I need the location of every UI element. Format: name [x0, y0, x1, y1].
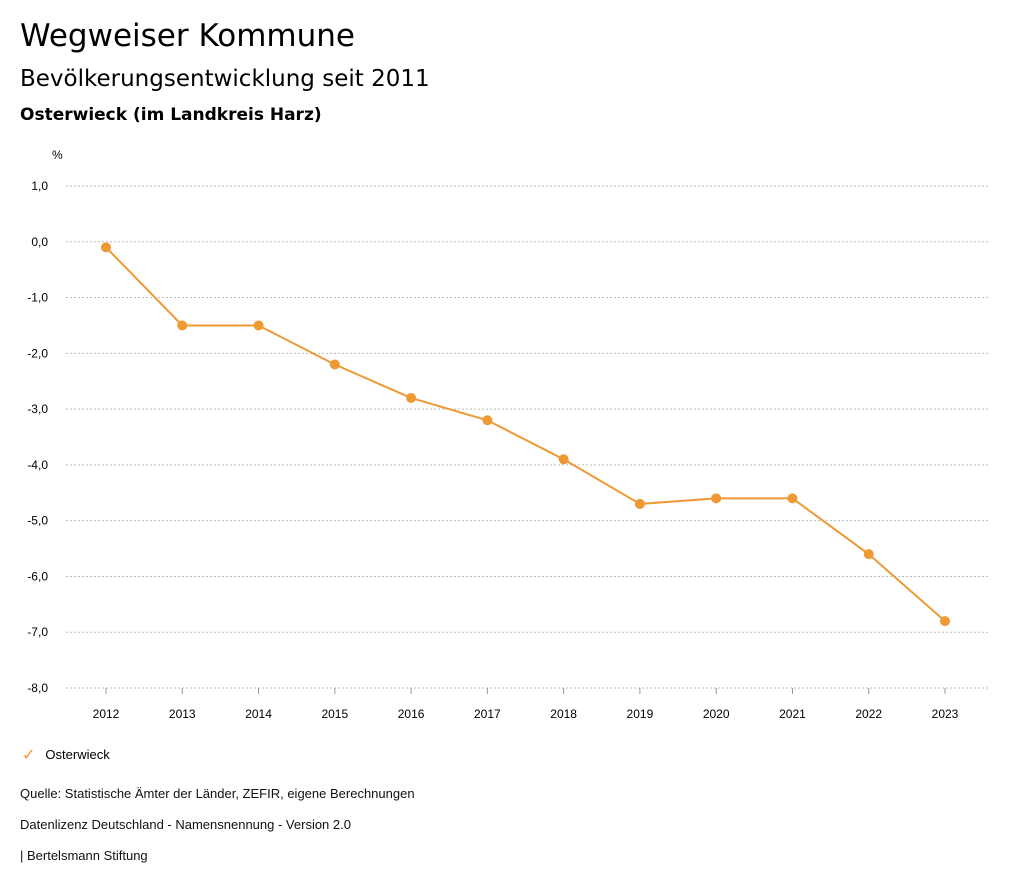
region-label: Osterwieck (im Landkreis Harz)	[20, 105, 322, 125]
page-subtitle: Bevölkerungsentwicklung seit 2011	[20, 66, 430, 92]
data-point[interactable]	[711, 493, 722, 504]
legend[interactable]: ✓ Osterwieck	[22, 745, 110, 764]
y-tick-label: -3,0	[27, 402, 48, 416]
data-point[interactable]	[940, 616, 950, 627]
data-point[interactable]	[253, 320, 264, 331]
x-tick-label: 2017	[474, 707, 501, 721]
data-point[interactable]	[329, 359, 340, 370]
y-tick-label: 1,0	[31, 179, 48, 193]
x-tick-label: 2023	[932, 707, 959, 721]
series-line-osterwieck	[105, 246, 946, 622]
x-tick-label: 2019	[627, 707, 654, 721]
publisher-note: | Bertelsmann Stiftung	[20, 848, 148, 863]
data-point[interactable]	[787, 493, 798, 504]
x-tick-label: 2015	[321, 707, 348, 721]
x-tick-label: 2022	[855, 707, 882, 721]
x-tick-label: 2018	[550, 707, 577, 721]
x-tick-label: 2013	[169, 707, 196, 721]
page-title: Wegweiser Kommune	[20, 18, 355, 54]
data-point[interactable]	[634, 498, 645, 509]
y-tick-label: -8,0	[27, 681, 48, 695]
y-axis-unit: %	[52, 148, 63, 162]
y-tick-label: -1,0	[27, 291, 48, 305]
license-note: Datenlizenz Deutschland - Namensnennung …	[20, 817, 351, 832]
source-note: Quelle: Statistische Ämter der Länder, Z…	[20, 786, 415, 801]
legend-label: Osterwieck	[45, 747, 110, 762]
data-point[interactable]	[101, 242, 111, 253]
data-point[interactable]	[406, 392, 417, 403]
y-tick-label: -6,0	[27, 569, 48, 583]
data-point[interactable]	[177, 320, 188, 331]
y-tick-label: -7,0	[27, 625, 48, 639]
x-tick-label: 2012	[93, 707, 120, 721]
x-tick-label: 2021	[779, 707, 806, 721]
x-tick-label: 2020	[703, 707, 730, 721]
check-icon: ✓	[22, 745, 36, 764]
y-tick-label: -4,0	[27, 458, 48, 472]
x-tick-label: 2014	[245, 707, 272, 721]
y-tick-label: -5,0	[27, 514, 48, 528]
data-point[interactable]	[482, 415, 493, 426]
x-tick-label: 2016	[398, 707, 425, 721]
y-tick-label: 0,0	[31, 235, 48, 249]
y-tick-label: -2,0	[27, 346, 48, 360]
data-point[interactable]	[863, 549, 874, 560]
data-point[interactable]	[558, 454, 569, 465]
